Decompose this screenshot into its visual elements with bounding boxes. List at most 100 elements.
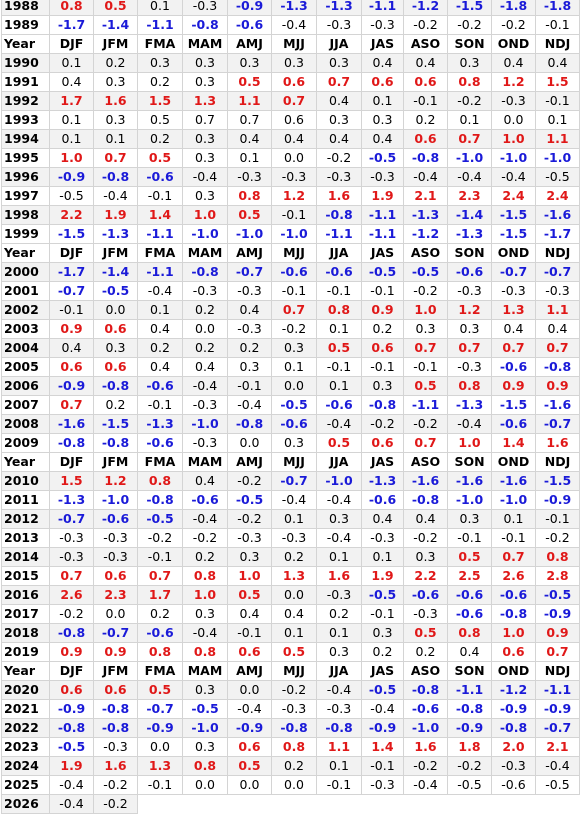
season-header-cell: FMA bbox=[137, 661, 183, 681]
oni-value-cell: -0.2 bbox=[403, 756, 448, 776]
oni-value-cell: -0.2 bbox=[361, 414, 404, 434]
oni-value-cell: 1.1 bbox=[227, 91, 272, 111]
oni-value-cell: 0.8 bbox=[182, 566, 228, 586]
oni-value-cell: -0.1 bbox=[316, 357, 362, 377]
year-cell: 1990 bbox=[1, 53, 50, 73]
year-row: 2004 0.4 0.3 0.2 0.2 0.2 0.3 0.5 0.6 0.7 0.7 0.7 0.7 bbox=[1, 338, 580, 358]
season-header-cell: ASO bbox=[403, 452, 448, 472]
oni-value-cell: -0.6 bbox=[316, 395, 362, 415]
oni-value-cell: 0.6 bbox=[93, 680, 138, 700]
oni-value-cell: -0.2 bbox=[403, 15, 448, 35]
empty-cell bbox=[535, 794, 580, 814]
oni-value-cell: -1.0 bbox=[491, 148, 536, 168]
oni-value-cell: -0.5 bbox=[227, 490, 272, 510]
oni-value-cell: 0.1 bbox=[361, 91, 404, 111]
empty-cell bbox=[227, 794, 272, 814]
year-cell: 1994 bbox=[1, 129, 50, 149]
oni-value-cell: 0.0 bbox=[271, 148, 317, 168]
oni-value-cell: 0.9 bbox=[361, 300, 404, 320]
oni-value-cell: -0.4 bbox=[271, 490, 317, 510]
year-cell: 2022 bbox=[1, 718, 50, 738]
oni-table-body: 1988 0.8 0.5 0.1 -0.3 -0.9 -1.3 -1.3 -1.1 -1.2 -1.… bbox=[1, 0, 580, 814]
year-cell: 1992 bbox=[1, 91, 50, 111]
oni-value-cell: 0.2 bbox=[182, 338, 228, 358]
oni-value-cell: 0.4 bbox=[227, 129, 272, 149]
oni-value-cell: -1.4 bbox=[93, 15, 138, 35]
oni-value-cell: -0.4 bbox=[361, 699, 404, 719]
oni-value-cell: 2.6 bbox=[49, 585, 94, 605]
oni-value-cell: 2.6 bbox=[491, 566, 536, 586]
oni-value-cell: -0.4 bbox=[447, 167, 492, 187]
oni-value-cell: -0.4 bbox=[403, 775, 448, 795]
season-header-cell: ASO bbox=[403, 34, 448, 54]
oni-value-cell: 0.3 bbox=[227, 357, 272, 377]
oni-value-cell: -1.1 bbox=[137, 224, 183, 244]
year-cell: 2001 bbox=[1, 281, 50, 301]
year-row: 1997 -0.5 -0.4 -0.1 0.3 0.8 1.2 1.6 1.9 2.1 2.3 2.4… bbox=[1, 186, 580, 206]
oni-value-cell: -1.5 bbox=[491, 224, 536, 244]
oni-value-cell: 0.2 bbox=[271, 547, 317, 567]
season-header-cell: JFM bbox=[93, 661, 138, 681]
oni-value-cell: -0.8 bbox=[361, 395, 404, 415]
oni-value-cell: -1.2 bbox=[491, 680, 536, 700]
year-cell: 2023 bbox=[1, 737, 50, 757]
empty-cell bbox=[403, 794, 448, 814]
season-header-cell: OND bbox=[491, 243, 536, 263]
oni-value-cell: -0.3 bbox=[447, 281, 492, 301]
season-header-cell: DJF bbox=[49, 661, 94, 681]
oni-value-cell: -1.0 bbox=[182, 414, 228, 434]
oni-value-cell: -1.6 bbox=[447, 471, 492, 491]
oni-value-cell: -0.5 bbox=[535, 167, 580, 187]
oni-value-cell: -0.6 bbox=[361, 490, 404, 510]
oni-value-cell: -1.5 bbox=[491, 395, 536, 415]
season-header-cell: JFM bbox=[93, 34, 138, 54]
year-cell: 2008 bbox=[1, 414, 50, 434]
oni-value-cell: -0.9 bbox=[361, 718, 404, 738]
oni-value-cell: 0.6 bbox=[361, 433, 404, 453]
oni-value-cell: 0.6 bbox=[93, 319, 138, 339]
oni-value-cell: 0.3 bbox=[93, 110, 138, 130]
year-cell: 2000 bbox=[1, 262, 50, 282]
oni-value-cell: 1.9 bbox=[49, 756, 94, 776]
oni-value-cell: -0.7 bbox=[491, 262, 536, 282]
oni-value-cell: 0.1 bbox=[137, 0, 183, 16]
oni-value-cell: 0.6 bbox=[93, 357, 138, 377]
season-header-cell: ASO bbox=[403, 243, 448, 263]
oni-value-cell: -0.5 bbox=[403, 262, 448, 282]
oni-value-cell: 1.0 bbox=[447, 433, 492, 453]
year-cell: 1995 bbox=[1, 148, 50, 168]
oni-value-cell: 0.8 bbox=[137, 642, 183, 662]
oni-value-cell: -0.3 bbox=[316, 167, 362, 187]
oni-value-cell: 0.5 bbox=[403, 376, 448, 396]
oni-value-cell: 0.4 bbox=[49, 72, 94, 92]
year-header-cell: Year bbox=[1, 661, 50, 681]
year-cell: 2007 bbox=[1, 395, 50, 415]
oni-value-cell: 1.0 bbox=[182, 585, 228, 605]
oni-value-cell: 1.5 bbox=[49, 471, 94, 491]
oni-value-cell: -0.3 bbox=[227, 281, 272, 301]
oni-value-cell: 0.7 bbox=[403, 338, 448, 358]
year-cell: 2021 bbox=[1, 699, 50, 719]
oni-value-cell: 0.3 bbox=[182, 72, 228, 92]
oni-value-cell: 0.0 bbox=[182, 319, 228, 339]
oni-value-cell: -0.2 bbox=[316, 148, 362, 168]
oni-value-cell: 1.0 bbox=[49, 148, 94, 168]
oni-value-cell: 0.9 bbox=[49, 319, 94, 339]
oni-value-cell: 0.6 bbox=[227, 642, 272, 662]
oni-value-cell: -0.3 bbox=[316, 699, 362, 719]
year-header-cell: Year bbox=[1, 452, 50, 472]
season-header-cell: JAS bbox=[361, 661, 404, 681]
oni-value-cell: 0.3 bbox=[227, 547, 272, 567]
oni-value-cell: -0.1 bbox=[361, 281, 404, 301]
oni-value-cell: -0.9 bbox=[491, 699, 536, 719]
oni-value-cell: -1.5 bbox=[93, 414, 138, 434]
oni-value-cell: -0.3 bbox=[271, 699, 317, 719]
oni-value-cell: 0.6 bbox=[361, 72, 404, 92]
oni-value-cell: -1.8 bbox=[491, 0, 536, 16]
oni-value-cell: -1.0 bbox=[535, 148, 580, 168]
oni-value-cell: 0.0 bbox=[182, 775, 228, 795]
year-row: 1994 0.1 0.1 0.2 0.3 0.4 0.4 0.4 0.4 0.6 0.7 1.0 1.1 bbox=[1, 129, 580, 149]
oni-value-cell: -0.1 bbox=[535, 15, 580, 35]
oni-value-cell: 0.7 bbox=[271, 300, 317, 320]
oni-value-cell: 0.7 bbox=[535, 642, 580, 662]
